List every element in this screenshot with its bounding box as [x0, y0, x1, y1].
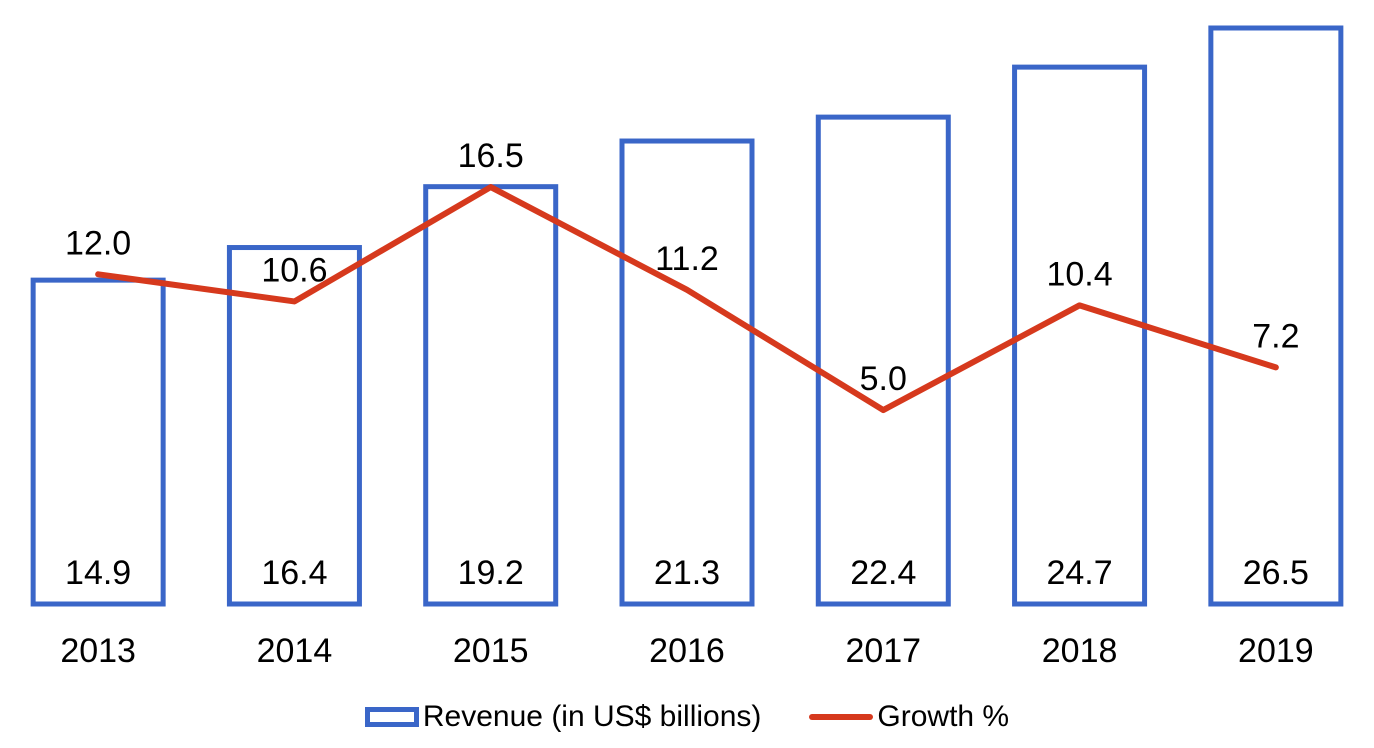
- combo-chart: 14.9 16.4 19.2 21.3 22.4 24.7 26.5 12.0 10.6 16.…: [30, 25, 1344, 670]
- x-tick-2013: 2013: [60, 632, 136, 670]
- growth-value-label-2016: 11.2: [655, 240, 719, 278]
- x-tick-2015: 2015: [453, 632, 529, 670]
- x-tick-2016: 2016: [649, 632, 725, 670]
- legend-label-revenue: Revenue (in US$ billions): [422, 700, 762, 733]
- growth-value-label-2014: 10.6: [261, 251, 327, 289]
- growth-value-label-2017: 5.0: [860, 360, 907, 398]
- bar-2016: [619, 138, 755, 607]
- x-tick-2019: 2019: [1238, 632, 1314, 670]
- bar-value-label-2016: 21.3: [654, 554, 720, 592]
- bar-2019: [1208, 25, 1344, 607]
- growth-value-label-2019: 7.2: [1252, 317, 1299, 355]
- legend-swatch-revenue: [364, 707, 419, 727]
- growth-value-label-2018: 10.4: [1046, 255, 1112, 293]
- bar-2017: [815, 114, 951, 607]
- bar-value-label-2018: 24.7: [1046, 554, 1112, 592]
- bar-2014: [226, 245, 362, 607]
- bar-value-label-2017: 22.4: [850, 554, 916, 592]
- bar-value-label-2014: 16.4: [261, 554, 327, 592]
- growth-line: [95, 184, 1279, 414]
- legend: Revenue (in US$ billions) Growth %: [0, 694, 1374, 740]
- bar-value-label-2019: 26.5: [1243, 554, 1309, 592]
- legend-item-revenue: Revenue (in US$ billions): [364, 700, 762, 734]
- x-tick-2017: 2017: [845, 632, 921, 670]
- line-label-group: 12.0 10.6 16.5 11.2 5.0 10.4 7.2: [65, 137, 1299, 398]
- bar-value-label-2013: 14.9: [65, 554, 131, 592]
- growth-value-label-2015: 16.5: [458, 137, 524, 175]
- legend-item-growth: Growth %: [809, 700, 1009, 734]
- growth-value-label-2013: 12.0: [65, 224, 131, 262]
- legend-label-growth: Growth %: [877, 700, 1010, 733]
- x-tick-2014: 2014: [257, 632, 333, 670]
- x-axis-tick-group: 2013 2014 2015 2016 2017 2018 2019: [60, 632, 1313, 670]
- legend-swatch-growth: [809, 714, 874, 720]
- bar-value-label-2015: 19.2: [458, 554, 524, 592]
- bar-2018: [1012, 64, 1148, 607]
- bar-2013: [30, 277, 166, 607]
- bar-2015: [423, 184, 559, 607]
- bar-label-group: 14.9 16.4 19.2 21.3 22.4 24.7 26.5: [65, 554, 1309, 592]
- bar-series-group: [30, 25, 1344, 607]
- x-tick-2018: 2018: [1042, 632, 1118, 670]
